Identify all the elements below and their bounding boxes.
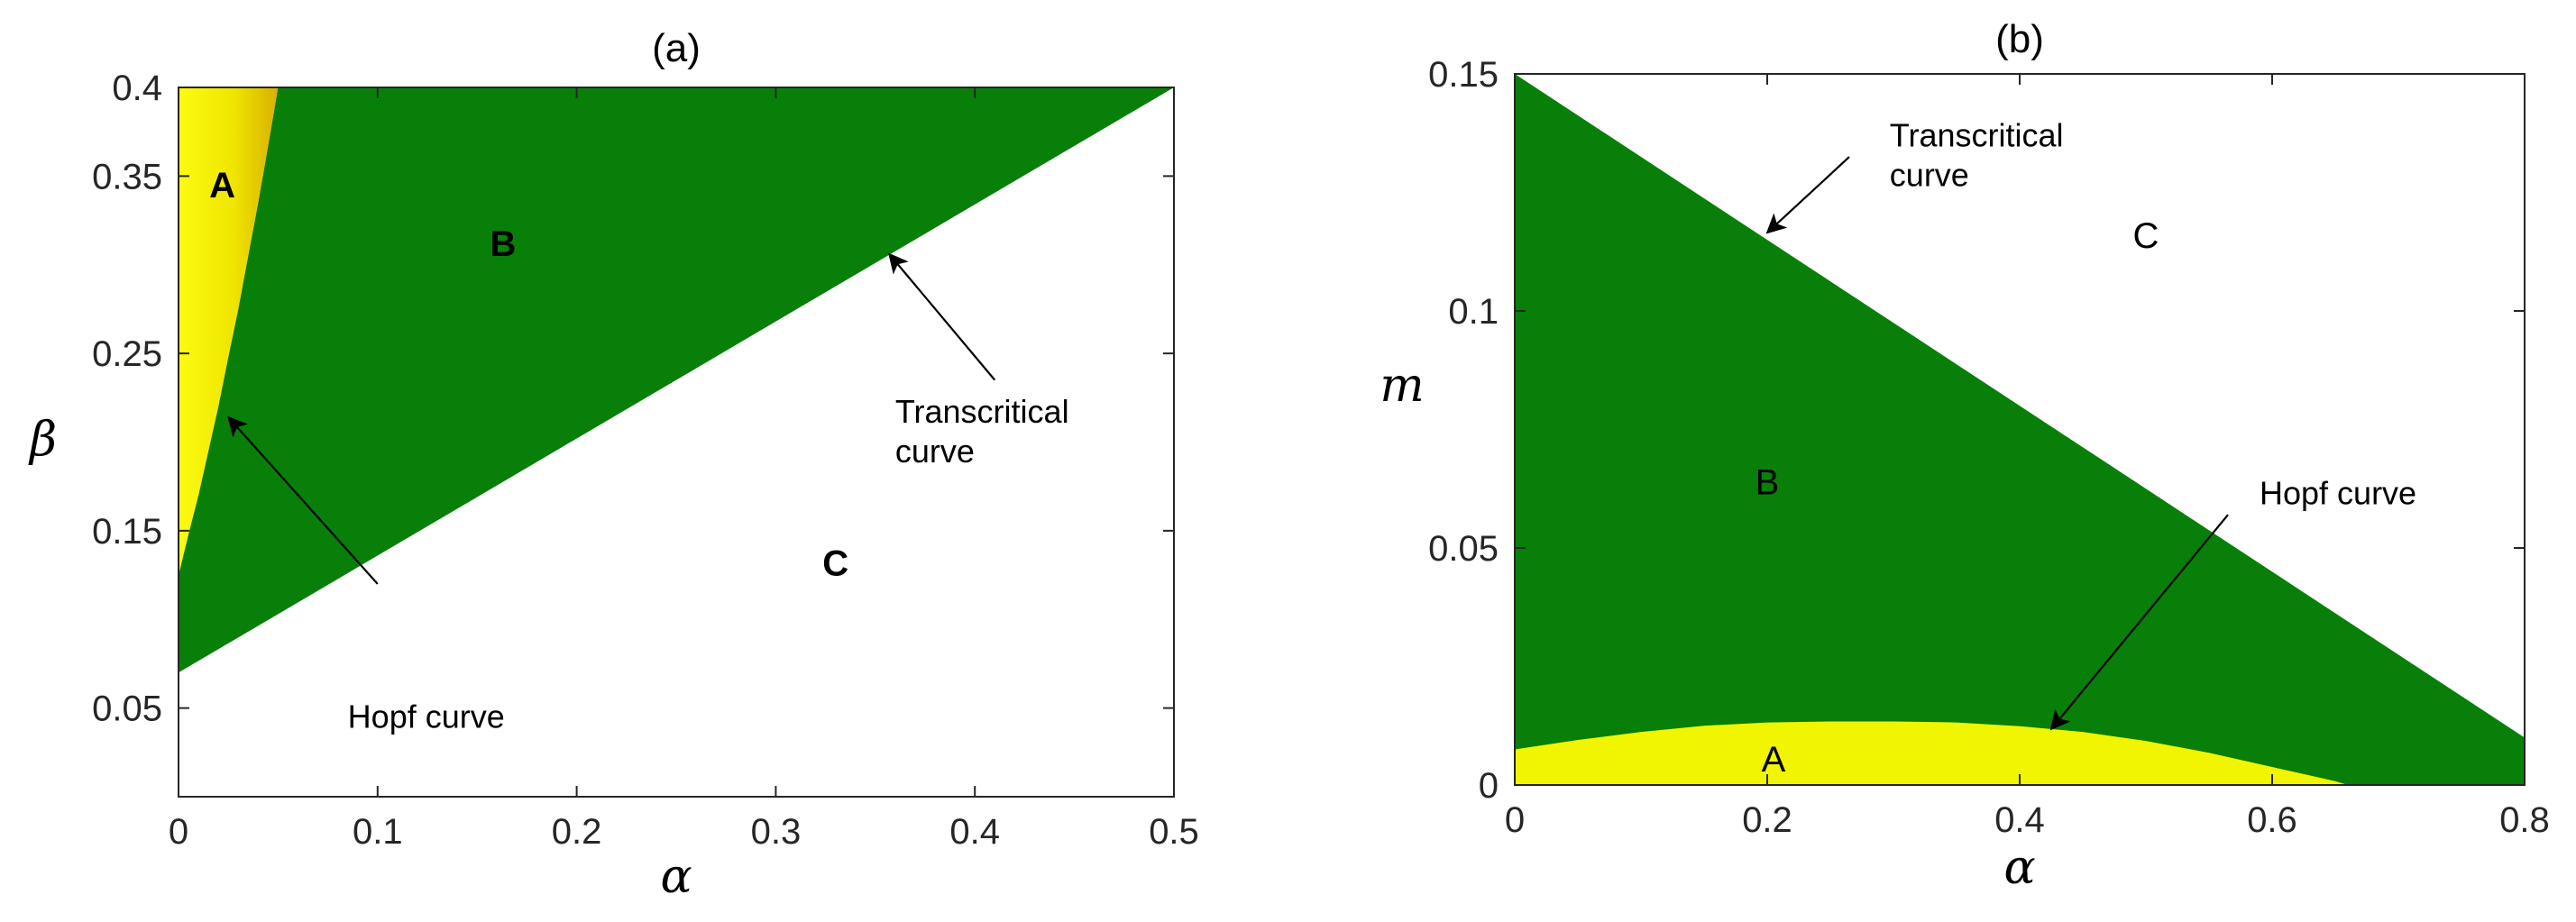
region-label-b: B <box>490 224 516 264</box>
panel-title: (b) <box>1995 17 2044 61</box>
region-label-c: C <box>2133 216 2159 256</box>
annotation-arrow <box>2049 514 2229 731</box>
plot-frame <box>178 87 1175 798</box>
annotation-text: Transcritical <box>1890 116 2064 153</box>
x-tick-label: 0.1 <box>353 812 403 852</box>
region-label-b: B <box>1756 462 1780 502</box>
region-b-area <box>179 87 1174 673</box>
y-axis-ticks: 0 0.05 0.1 0.15 <box>1428 55 2525 806</box>
x-axis-label: α <box>660 850 692 904</box>
y-tick-label: 0.25 <box>92 334 162 374</box>
y-axis-label: β <box>28 413 57 467</box>
y-tick-label: 0.35 <box>92 157 162 196</box>
x-tick-label: 0.2 <box>552 812 602 852</box>
region-a-area <box>179 87 279 576</box>
annotation-text: Hopf curve <box>348 698 505 735</box>
panel-b: 0 0.2 0.4 0.6 0.8 0 0.05 0.1 0.15 (b) α m A B C T… <box>1380 17 2549 895</box>
x-tick-label: 0.4 <box>949 812 1000 852</box>
panel-a: 0 0.1 0.2 0.3 0.4 0.5 0.05 0.15 0.25 0.35 0.4 (a)… <box>28 26 1199 904</box>
x-tick-label: 0.2 <box>1742 800 1792 840</box>
annotation-arrow <box>226 415 379 585</box>
y-tick-label: 0.05 <box>92 689 162 729</box>
x-tick-label: 0.5 <box>1149 812 1199 852</box>
region-label-a: A <box>209 166 235 205</box>
annotation-arrow <box>888 252 996 381</box>
region-label-c: C <box>822 543 848 583</box>
region-b-area <box>1515 74 2525 785</box>
y-tick-label: 0 <box>1479 766 1499 806</box>
x-tick-label: 0.8 <box>2499 800 2550 840</box>
x-tick-label: 0.6 <box>2247 800 2297 840</box>
x-tick-label: 0.3 <box>751 812 802 852</box>
y-axis-ticks: 0.05 0.15 0.25 0.35 0.4 <box>92 68 1174 729</box>
region-labels: A B C <box>1756 216 2159 780</box>
annotation-arrow <box>1765 156 1850 234</box>
x-axis-label: α <box>2003 841 2035 895</box>
y-tick-label: 0.1 <box>1448 292 1499 332</box>
x-tick-label: 0.4 <box>1994 800 2045 840</box>
annotation-text: curve <box>1890 156 1969 193</box>
region-a-area <box>1515 721 2348 785</box>
panel-title: (a) <box>652 26 701 70</box>
y-tick-label: 0.15 <box>1428 55 1499 95</box>
y-tick-label: 0.05 <box>1428 529 1499 569</box>
x-axis-ticks: 0 0.1 0.2 0.3 0.4 0.5 <box>169 87 1199 852</box>
y-tick-label: 0.4 <box>112 68 162 108</box>
region-labels: A B C <box>209 166 848 583</box>
x-tick-label: 0 <box>169 812 188 852</box>
x-axis-ticks: 0 0.2 0.4 0.6 0.8 <box>1505 74 2550 840</box>
annotation-text: curve <box>895 433 975 470</box>
x-tick-label: 0 <box>1505 800 1525 840</box>
y-tick-label: 0.15 <box>92 512 162 552</box>
region-label-a: A <box>1762 740 1786 780</box>
y-axis-label: m <box>1380 359 1424 413</box>
annotation-text: Transcritical <box>895 393 1069 430</box>
annotation-text: Hopf curve <box>2260 475 2416 512</box>
